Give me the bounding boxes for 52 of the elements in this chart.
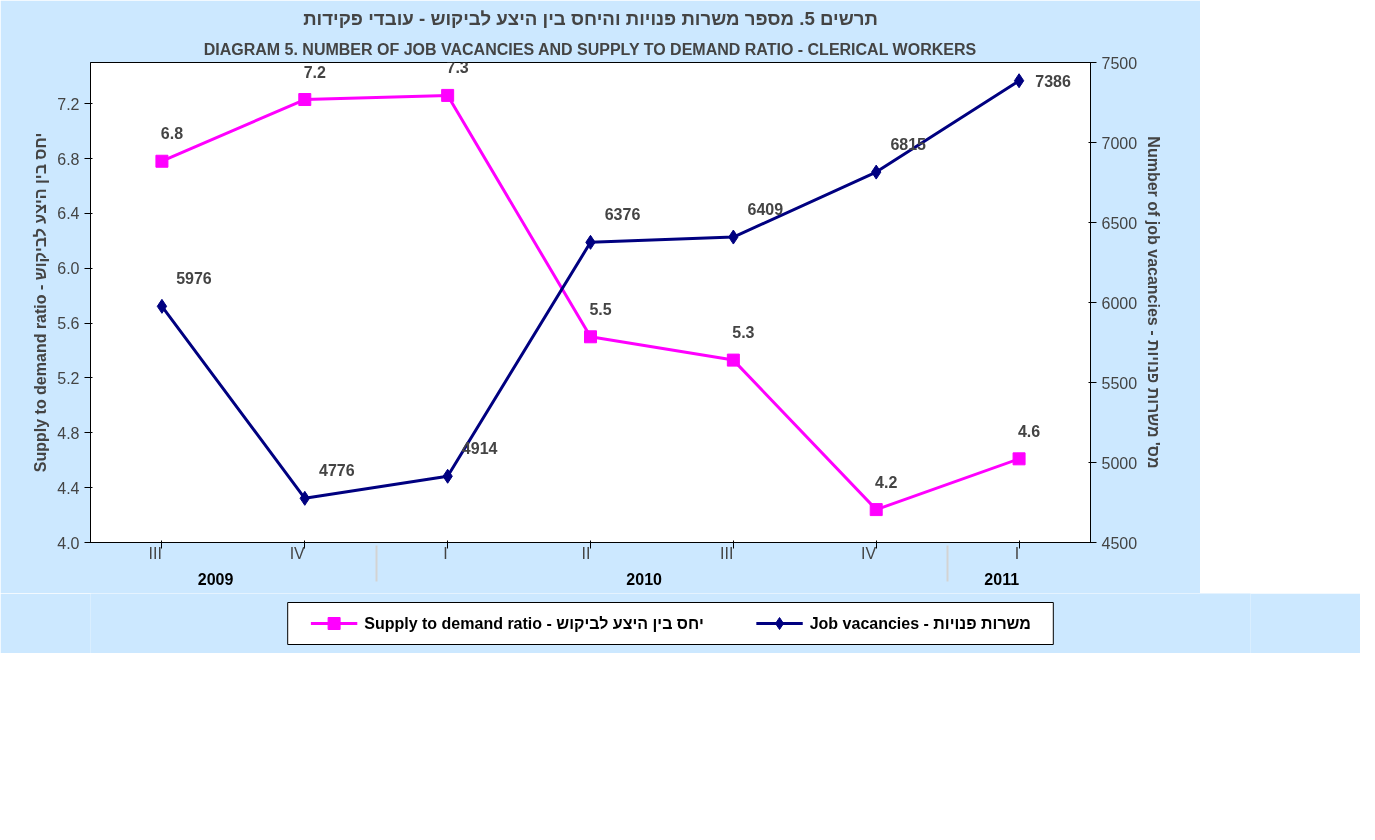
y2-tick-label: 5500 bbox=[1101, 374, 1138, 392]
y2-tick-label: 5000 bbox=[1101, 454, 1138, 472]
data-label: 6376 bbox=[604, 206, 641, 224]
x-tick-label: III bbox=[148, 545, 162, 562]
point bbox=[1013, 73, 1025, 89]
y-tick-label: 5.2 bbox=[57, 369, 80, 387]
x-tick-label: IV bbox=[289, 545, 306, 562]
y2-tick-label: 7000 bbox=[1101, 134, 1138, 152]
data-label: 7.2 bbox=[303, 63, 327, 81]
data-label: 4.2 bbox=[875, 473, 898, 491]
text: 2010 bbox=[626, 570, 663, 588]
data-label: 5.5 bbox=[589, 300, 612, 318]
point bbox=[726, 353, 740, 367]
y-tick-label: 4.8 bbox=[57, 424, 80, 442]
legend-label: Job vacancies - משרות פנויות bbox=[809, 615, 1031, 632]
chart-subtitle: DIAGRAM 5. NUMBER OF JOB VACANCIES AND SUPPLY TO DEMAND RATIO - CLERICAL WORKERS bbox=[203, 40, 977, 58]
data-label: 4776 bbox=[318, 462, 355, 480]
text: 2011 bbox=[984, 570, 1020, 588]
data-label: 5.3 bbox=[732, 324, 755, 342]
y-tick-label: 6.0 bbox=[57, 260, 80, 278]
y2-tick-label: 6500 bbox=[1101, 214, 1138, 232]
point bbox=[441, 88, 455, 102]
x-tick-label: III bbox=[720, 545, 734, 562]
data-label: 5976 bbox=[176, 270, 212, 288]
y-tick-label: 7.2 bbox=[57, 95, 80, 113]
y2-tick-label: 7500 bbox=[1101, 54, 1138, 72]
data-label: 6409 bbox=[747, 201, 784, 219]
y2-tick-label: 4500 bbox=[1101, 534, 1138, 552]
point bbox=[869, 503, 883, 517]
chart-title: תרשים 5. מספר משרות פנויות והיחס בין היצע לביקוש - עובדי פקידות bbox=[303, 7, 878, 29]
x-tick-label: II bbox=[581, 545, 591, 562]
data-label: 4.6 bbox=[1017, 422, 1041, 440]
point bbox=[1012, 452, 1026, 466]
y-tick-label: 6.4 bbox=[57, 205, 80, 223]
data-label: 6.8 bbox=[160, 125, 184, 143]
text: 2009 bbox=[197, 570, 234, 588]
y2-tick-label: 6000 bbox=[1101, 294, 1138, 312]
point bbox=[156, 298, 168, 314]
y-tick-label: 4.0 bbox=[57, 534, 80, 552]
y-tick-label: 5.6 bbox=[57, 315, 80, 333]
x-tick-label: I bbox=[443, 545, 448, 562]
data-label: 7386 bbox=[1035, 72, 1071, 90]
y-axis-title: Supply to demand ratio - יחס בין היצע לביקוש bbox=[32, 132, 50, 473]
point bbox=[298, 93, 312, 107]
point bbox=[155, 154, 169, 168]
y-tick-label: 4.4 bbox=[57, 479, 80, 497]
y2-axis-title: Number of job vacancies - מס' משרות פנויות bbox=[1145, 136, 1163, 469]
x-tick-label: I bbox=[1014, 545, 1020, 562]
x-tick-label: IV bbox=[861, 545, 877, 562]
point bbox=[584, 330, 597, 344]
legend-label: Supply to demand ratio - יחס בין היצע לביקוש bbox=[364, 615, 704, 632]
y-tick-label: 6.8 bbox=[57, 150, 80, 168]
